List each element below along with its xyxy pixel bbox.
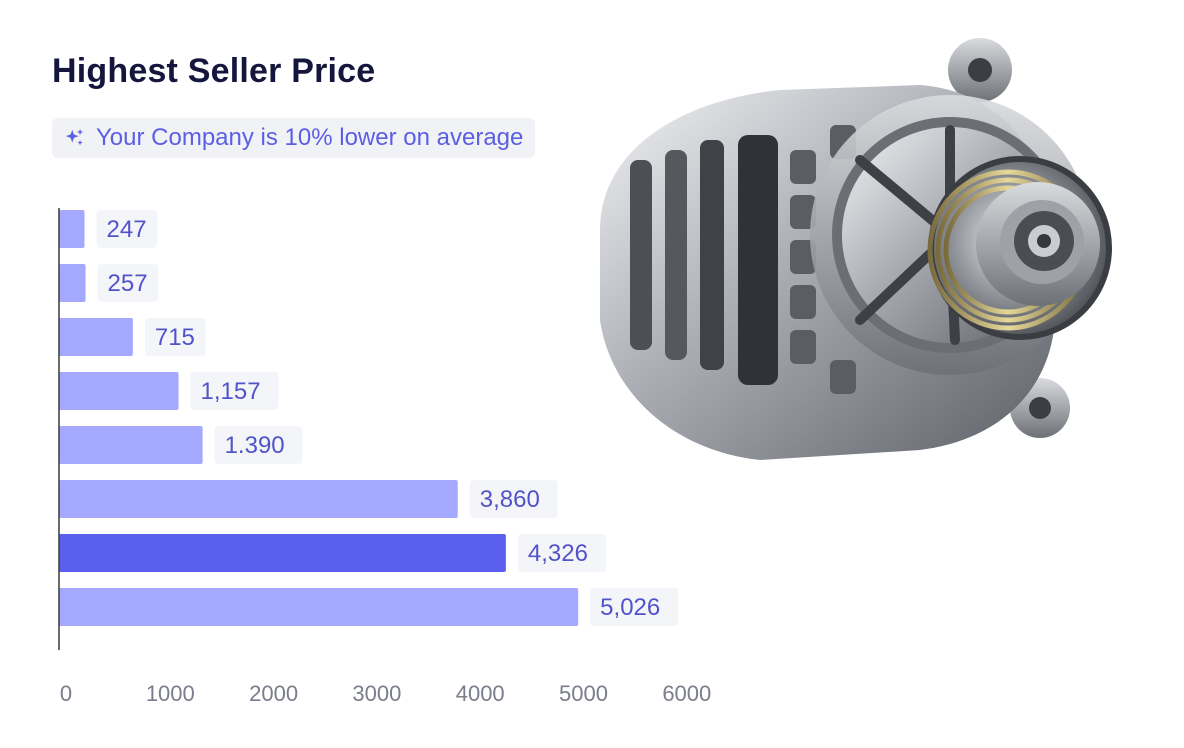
data-label: 1.390 bbox=[225, 432, 285, 459]
x-axis-ticks: 0 1000 2000 3000 4000 5000 6000 bbox=[60, 681, 711, 706]
data-label: 4,326 bbox=[528, 540, 588, 567]
data-label: 1,157 bbox=[201, 378, 261, 405]
x-tick-label: 6000 bbox=[662, 681, 711, 706]
insight-badge: Your Company is 10% lower on average bbox=[52, 118, 536, 158]
data-label-background bbox=[214, 426, 303, 464]
data-label-background bbox=[469, 480, 558, 518]
alternator-photo bbox=[600, 38, 1112, 460]
data-label-background bbox=[590, 588, 679, 626]
bar bbox=[59, 264, 86, 302]
data-label: 257 bbox=[108, 270, 148, 297]
data-label: 5,026 bbox=[600, 594, 660, 621]
data-label-background bbox=[96, 210, 158, 248]
bar bbox=[59, 588, 579, 626]
x-tick-label: 0 bbox=[60, 681, 72, 706]
x-tick-label: 4000 bbox=[456, 681, 505, 706]
insight-text: Your Company is 10% lower on average bbox=[96, 124, 524, 151]
bar bbox=[59, 372, 179, 410]
bar bbox=[59, 480, 458, 518]
bar bbox=[59, 318, 133, 356]
x-tick-label: 2000 bbox=[249, 681, 298, 706]
sparkle-icon bbox=[65, 128, 84, 146]
bar-highlighted bbox=[59, 534, 506, 572]
chart-title: Highest Seller Price bbox=[52, 52, 376, 90]
data-label-background bbox=[144, 318, 206, 356]
x-tick-label: 1000 bbox=[146, 681, 195, 706]
data-label: 247 bbox=[107, 216, 147, 243]
data-label-background bbox=[517, 534, 606, 572]
data-label-background bbox=[97, 264, 159, 302]
x-tick-label: 5000 bbox=[559, 681, 608, 706]
x-tick-label: 3000 bbox=[352, 681, 401, 706]
data-label: 715 bbox=[155, 324, 195, 351]
data-label-background bbox=[190, 372, 279, 410]
data-label: 3,860 bbox=[480, 486, 540, 513]
bar bbox=[59, 210, 85, 248]
bar bbox=[59, 426, 203, 464]
